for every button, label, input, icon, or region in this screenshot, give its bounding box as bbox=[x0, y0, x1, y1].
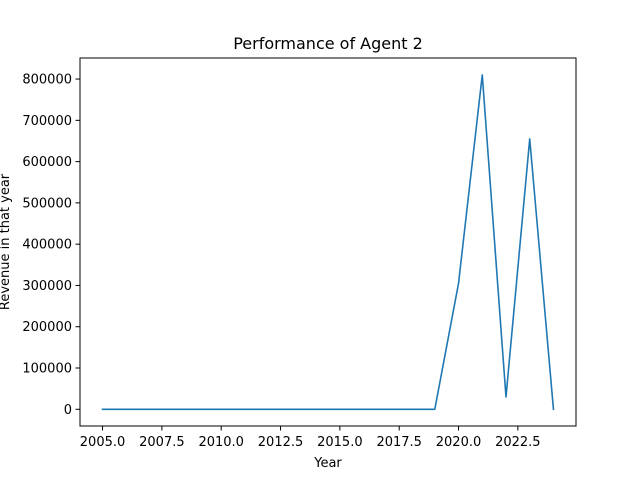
x-tick-label: 2005.0 bbox=[80, 435, 126, 450]
plot-area: 2005.0 2007.5 2010.0 2012.5 2015.0 2017.5 2020… bbox=[22, 57, 577, 450]
x-tick-label: 2012.5 bbox=[258, 435, 304, 450]
x-tick-label: 2017.5 bbox=[376, 435, 422, 450]
y-tick-label: 500000 bbox=[22, 196, 72, 211]
y-tick-label: 0 bbox=[64, 403, 72, 418]
axes-frame bbox=[79, 57, 577, 427]
x-axis-title: Year bbox=[313, 456, 342, 471]
x-tick-label: 2010.0 bbox=[198, 435, 244, 450]
y-tick-label: 300000 bbox=[22, 279, 72, 294]
y-tick-label: 700000 bbox=[22, 114, 72, 129]
x-tick-label: 2007.5 bbox=[139, 435, 185, 450]
x-tick-label: 2020.0 bbox=[436, 435, 482, 450]
y-tick-label: 600000 bbox=[22, 155, 72, 170]
y-tick-label: 800000 bbox=[22, 73, 72, 88]
chart-title: Performance of Agent 2 bbox=[233, 34, 423, 53]
x-tick-label: 2015.0 bbox=[317, 435, 363, 450]
y-tick-label: 400000 bbox=[22, 238, 72, 253]
y-tick-label: 200000 bbox=[22, 320, 72, 335]
y-tick-label: 100000 bbox=[22, 362, 72, 377]
series-line-0 bbox=[101, 74, 555, 411]
x-tick-label: 2022.5 bbox=[495, 435, 541, 450]
y-axis-title: Revenue in that year bbox=[0, 173, 13, 310]
